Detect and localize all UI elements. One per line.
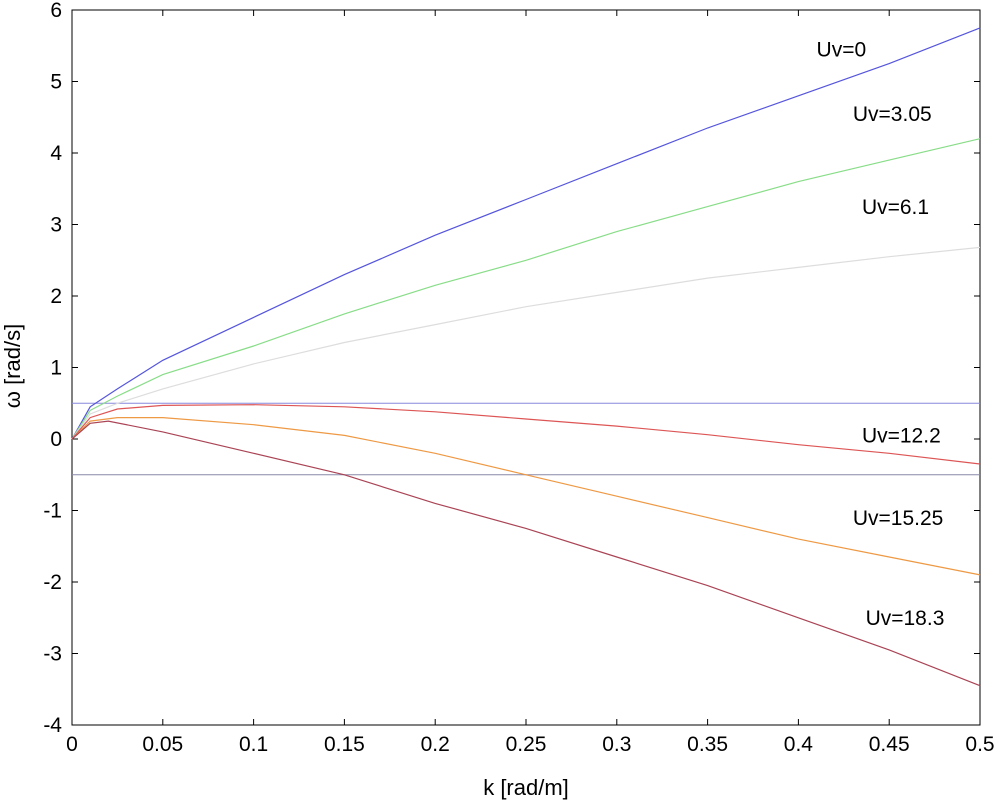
x-axis-label: k [rad/m] bbox=[483, 775, 569, 800]
x-tick-label: 0.3 bbox=[602, 733, 631, 756]
y-axis-label: ω [rad/s] bbox=[0, 324, 25, 408]
series-line bbox=[71, 27, 981, 440]
curve-labels: Uv=0 Uv=3.05 Uv=6.1 Uv=12.2 Uv=15.25 Uv=18.3 bbox=[817, 38, 945, 629]
x-tick-label: 0 bbox=[66, 733, 78, 756]
x-tick-label: 0.05 bbox=[142, 733, 183, 756]
y-tick-label: -4 bbox=[43, 714, 62, 737]
y-tick-label: -1 bbox=[43, 500, 62, 523]
series-line bbox=[71, 138, 981, 440]
x-tick-label: 0.5 bbox=[965, 733, 994, 756]
curve-label: Uv=3.05 bbox=[853, 103, 932, 126]
y-tick-label: 5 bbox=[50, 71, 62, 94]
plot-area bbox=[71, 9, 981, 726]
curve-label: Uv=0 bbox=[817, 38, 867, 61]
curve-label: Uv=12.2 bbox=[862, 425, 941, 448]
curve-label: Uv=6.1 bbox=[862, 196, 929, 219]
y-tick-label: -3 bbox=[43, 643, 62, 666]
y-tick-labels: 6 5 4 3 2 1 0 -1 -2 -3 -4 bbox=[43, 0, 62, 737]
x-tick-labels: 0 0.05 0.1 0.15 0.2 0.25 0.3 0.35 0.4 0.45 0.5 bbox=[66, 733, 994, 756]
plot-frame bbox=[71, 9, 981, 726]
x-tick-label: 0.4 bbox=[784, 733, 814, 756]
x-tick-label: 0.15 bbox=[324, 733, 365, 756]
y-tick-label: 6 bbox=[50, 0, 62, 22]
series-line bbox=[71, 420, 981, 687]
series-line bbox=[71, 246, 981, 440]
series-line bbox=[71, 417, 981, 576]
x-tick-label: 0.45 bbox=[869, 733, 910, 756]
y-tick-label: 1 bbox=[50, 357, 62, 380]
y-tick-label: 0 bbox=[50, 428, 62, 451]
curve-label: Uv=15.25 bbox=[853, 507, 943, 530]
x-tick-label: 0.2 bbox=[421, 733, 450, 756]
y-tick-label: 3 bbox=[50, 214, 62, 237]
x-tick-label: 0.1 bbox=[239, 733, 268, 756]
y-tick-label: -2 bbox=[43, 571, 62, 594]
x-tick-label: 0.25 bbox=[506, 733, 547, 756]
x-tick-label: 0.35 bbox=[687, 733, 728, 756]
curve-label: Uv=18.3 bbox=[866, 607, 945, 630]
y-tick-label: 2 bbox=[50, 285, 62, 308]
axis-ticks bbox=[71, 9, 981, 726]
y-tick-label: 4 bbox=[50, 142, 62, 165]
series-lines bbox=[71, 27, 981, 687]
series-line bbox=[71, 404, 981, 465]
